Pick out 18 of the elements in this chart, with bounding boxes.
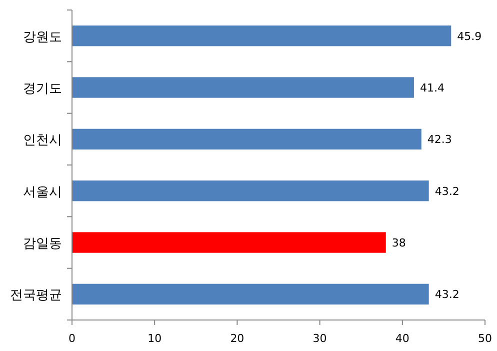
data-label: 42.3 <box>427 133 452 146</box>
y-tick-label: 경기도 <box>23 82 62 96</box>
x-tick-label: 10 <box>148 332 162 345</box>
y-tick-label: 전국평균 <box>10 288 62 304</box>
y-tick-label: 감일동 <box>23 236 62 252</box>
x-tick-label: 30 <box>312 332 327 345</box>
data-label: 38 <box>392 236 406 250</box>
y-tick-label: 강원도 <box>23 30 62 45</box>
y-tick-label: 서울시 <box>23 184 62 200</box>
data-label: 41.4 <box>420 82 444 94</box>
data-label: 43.2 <box>434 184 460 198</box>
x-tick-label: 20 <box>230 332 244 345</box>
data-label: 43.2 <box>434 288 460 302</box>
y-tick-label: 인천시 <box>23 133 62 148</box>
x-tick-label: 40 <box>395 332 410 345</box>
data-label: 45.9 <box>457 30 482 43</box>
x-tick-label: 50 <box>478 332 492 345</box>
x-tick-label: 0 <box>68 332 76 345</box>
